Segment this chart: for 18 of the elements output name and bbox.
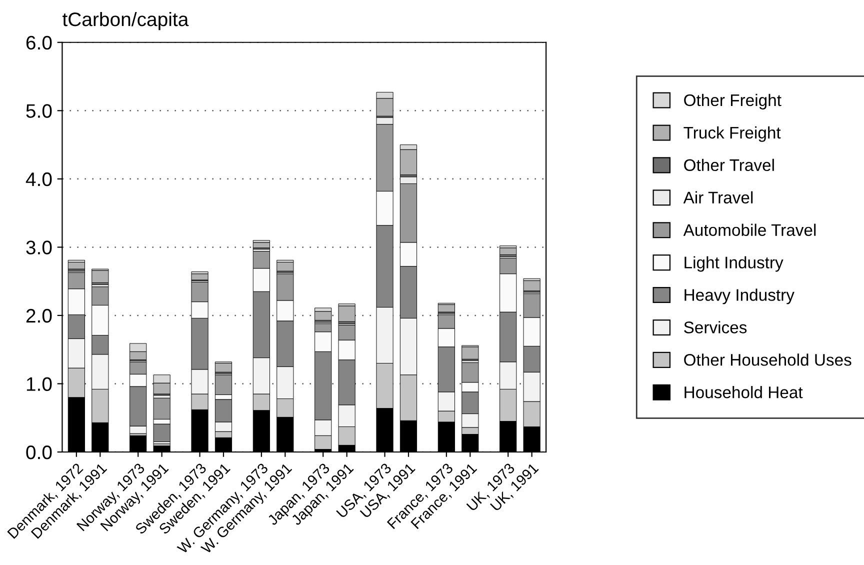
y-tick-label: 6.0 — [26, 36, 52, 50]
legend-label: Heavy Industry — [684, 288, 794, 304]
legend-label: Services — [684, 321, 747, 334]
y-axis-title: tCarbon/capita — [62, 12, 189, 30]
legend-label: Other Household Uses — [684, 354, 852, 366]
y-tick-label: 3.0 — [26, 240, 52, 254]
legend-label: Household Heat — [684, 386, 803, 398]
y-tick-label: 4.0 — [26, 172, 52, 186]
legend-label: Other Travel — [684, 158, 774, 172]
y-tick-label: 1.0 — [26, 377, 52, 391]
legend-label: Automobile Travel — [683, 224, 816, 236]
y-tick-label: 2.0 — [26, 308, 52, 323]
legend-label: Light Industry — [684, 256, 784, 272]
y-tick-label: 0.0 — [26, 445, 52, 460]
y-tick-label: 5.0 — [26, 104, 52, 118]
legend-label: Truck Freight — [684, 126, 781, 142]
legend-label: Air Travel — [683, 191, 753, 204]
legend-label: Other Freight — [684, 94, 782, 110]
